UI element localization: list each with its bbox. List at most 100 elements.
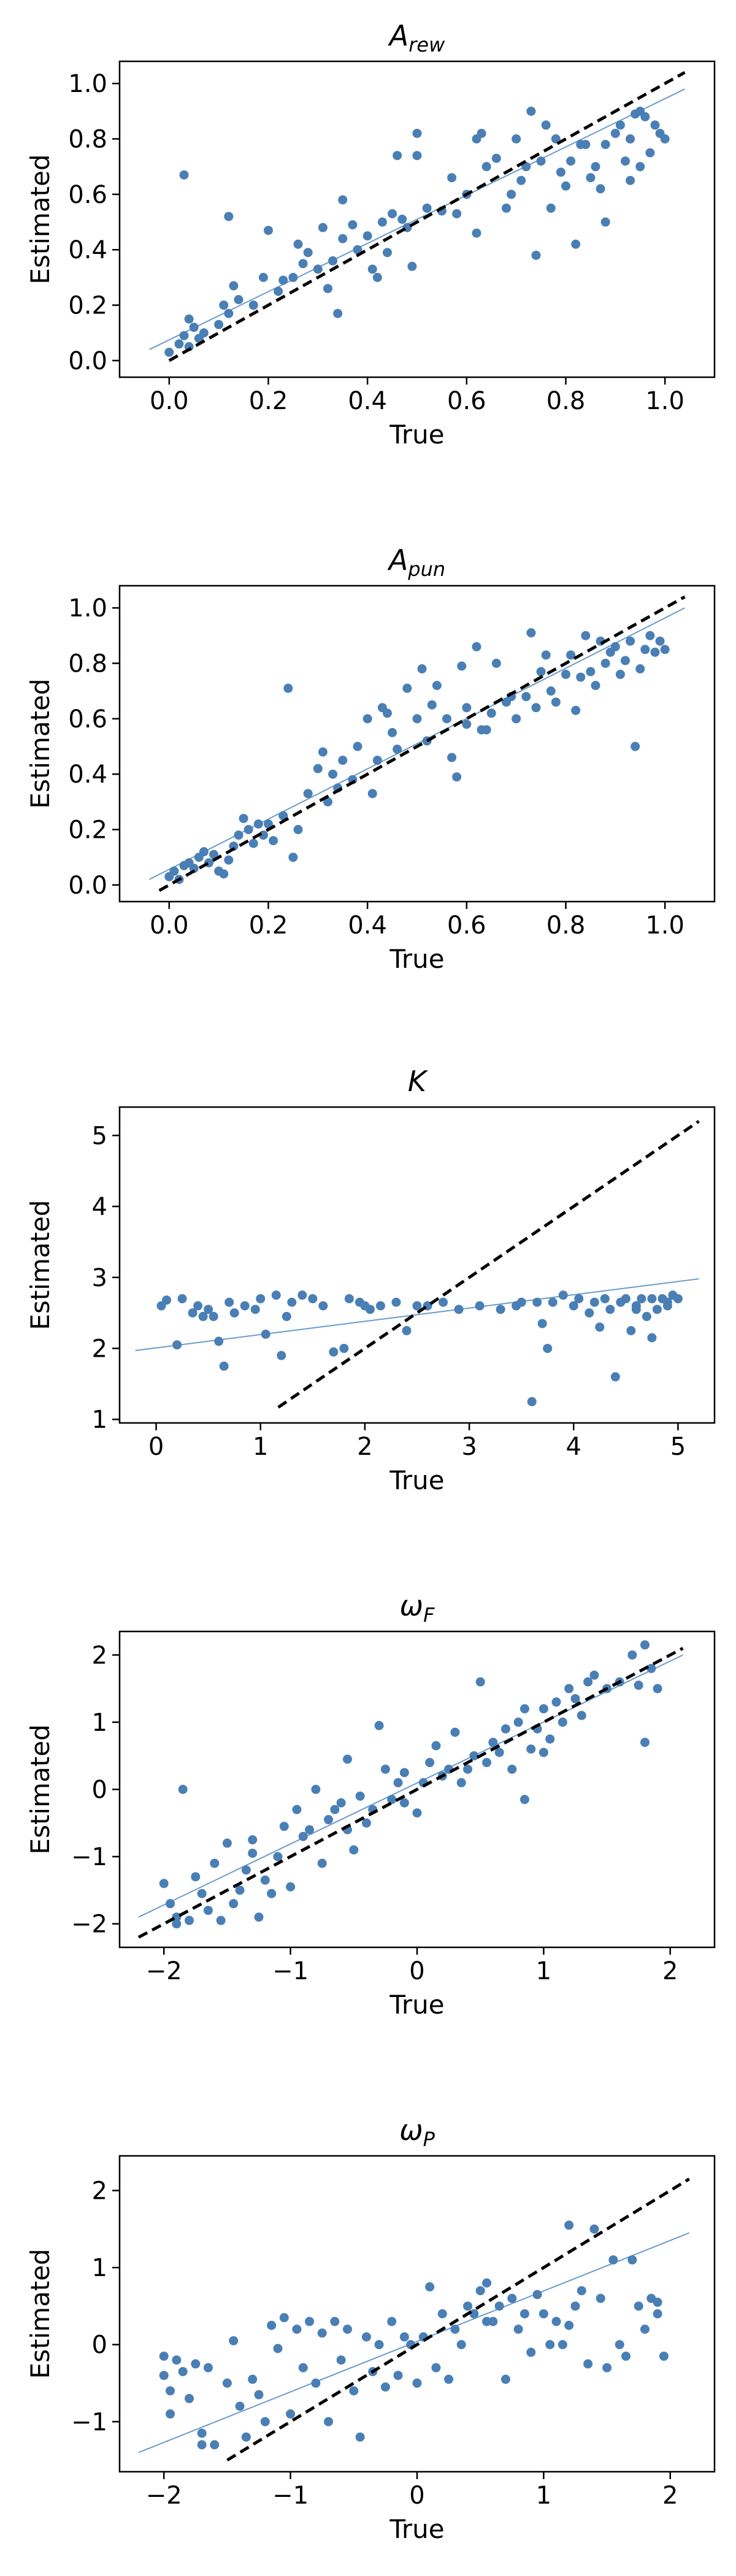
data-point — [387, 2317, 397, 2326]
data-point — [551, 697, 561, 707]
data-point — [229, 1899, 239, 1909]
data-point — [605, 1305, 615, 1314]
data-point — [589, 2224, 599, 2234]
data-point — [500, 1724, 510, 1734]
data-point — [224, 212, 234, 221]
data-point — [561, 181, 570, 191]
data-point — [551, 134, 561, 144]
data-point — [279, 2313, 289, 2323]
x-tick-label: 2 — [662, 2482, 678, 2510]
y-tick-label: 0.4 — [68, 236, 107, 264]
data-point — [425, 1758, 435, 1768]
data-point — [548, 1297, 558, 1307]
y-tick-label: 1 — [92, 1709, 107, 1737]
data-point — [546, 686, 556, 696]
data-point — [513, 1717, 523, 1727]
identity-line — [226, 2177, 691, 2462]
y-tick-label: 0.8 — [68, 650, 107, 678]
data-point — [324, 2417, 334, 2426]
data-point — [219, 301, 229, 310]
data-point — [655, 636, 665, 646]
axes-frame — [118, 60, 716, 378]
data-point — [596, 184, 605, 194]
data-point — [513, 2325, 523, 2334]
data-point — [353, 742, 362, 751]
data-point — [621, 156, 630, 166]
chart-title: K — [408, 1065, 429, 1098]
data-point — [412, 714, 422, 724]
data-point — [545, 1734, 555, 1744]
data-point — [472, 228, 481, 238]
data-point — [627, 2255, 637, 2265]
data-point — [566, 156, 576, 166]
data-point — [209, 849, 219, 859]
data-point — [640, 112, 650, 121]
data-point — [531, 703, 541, 713]
data-point — [174, 339, 184, 349]
x-tick-label: 0.4 — [348, 911, 387, 940]
data-point — [422, 203, 432, 213]
data-point — [662, 1301, 672, 1311]
data-point — [380, 1765, 390, 1774]
data-point — [650, 120, 660, 130]
y-tick-label: 0.6 — [68, 705, 107, 734]
data-point — [372, 756, 382, 765]
chart-title: Arew — [388, 19, 445, 56]
data-point — [640, 645, 650, 654]
x-tick-label: 1.0 — [645, 387, 684, 415]
x-tick-label: 0.2 — [249, 911, 288, 940]
data-point — [342, 2325, 352, 2334]
data-point — [229, 1308, 239, 1318]
data-point — [229, 281, 239, 291]
data-point — [330, 2317, 340, 2326]
data-point — [647, 1294, 657, 1303]
data-point — [653, 2298, 662, 2307]
data-point — [481, 162, 491, 172]
data-point — [454, 1305, 464, 1314]
data-point — [577, 2286, 586, 2296]
y-axis-label: Estimated — [25, 678, 55, 808]
data-point — [254, 1912, 264, 1922]
data-point — [328, 769, 338, 779]
data-point — [293, 239, 303, 249]
data-point — [274, 286, 283, 296]
fit-line — [149, 88, 685, 350]
x-tick-label: 0.0 — [150, 387, 189, 415]
data-point — [427, 700, 437, 710]
data-point — [660, 645, 670, 654]
data-point — [214, 320, 224, 329]
data-point — [374, 1720, 384, 1730]
data-point — [348, 220, 358, 230]
data-point — [248, 1835, 258, 1845]
data-point — [199, 328, 209, 338]
data-point — [569, 1301, 578, 1311]
y-tick-label: 0.2 — [68, 292, 107, 320]
data-point — [203, 1906, 213, 1915]
data-point — [486, 708, 496, 718]
data-point — [298, 259, 308, 269]
data-point — [288, 853, 298, 862]
x-axis-label: True — [389, 1990, 444, 2020]
data-point — [338, 756, 348, 765]
data-point — [338, 195, 348, 205]
data-point — [488, 1738, 498, 1747]
data-point — [610, 1372, 620, 1382]
data-point — [219, 869, 229, 879]
data-point — [536, 156, 546, 166]
data-point — [184, 314, 194, 324]
data-point — [452, 772, 462, 782]
x-tick-label: 2 — [357, 1433, 372, 1461]
y-tick-label: 0.6 — [68, 181, 107, 209]
data-point — [313, 764, 323, 773]
data-point — [287, 1297, 297, 1307]
data-point — [447, 173, 457, 183]
data-point — [402, 1326, 412, 1336]
chart-panel-2: 0.0 0.2 0.4 0.6 0.8 1.0 0.0 0.2 0.4 0.6 0.8 1.0 True… — [25, 543, 716, 974]
data-point — [330, 1804, 340, 1814]
data-point — [278, 275, 288, 285]
data-point — [526, 106, 536, 116]
data-point — [169, 866, 179, 876]
data-point — [336, 2355, 346, 2365]
data-point — [634, 2301, 643, 2311]
y-axis-label: Estimated — [25, 154, 55, 284]
